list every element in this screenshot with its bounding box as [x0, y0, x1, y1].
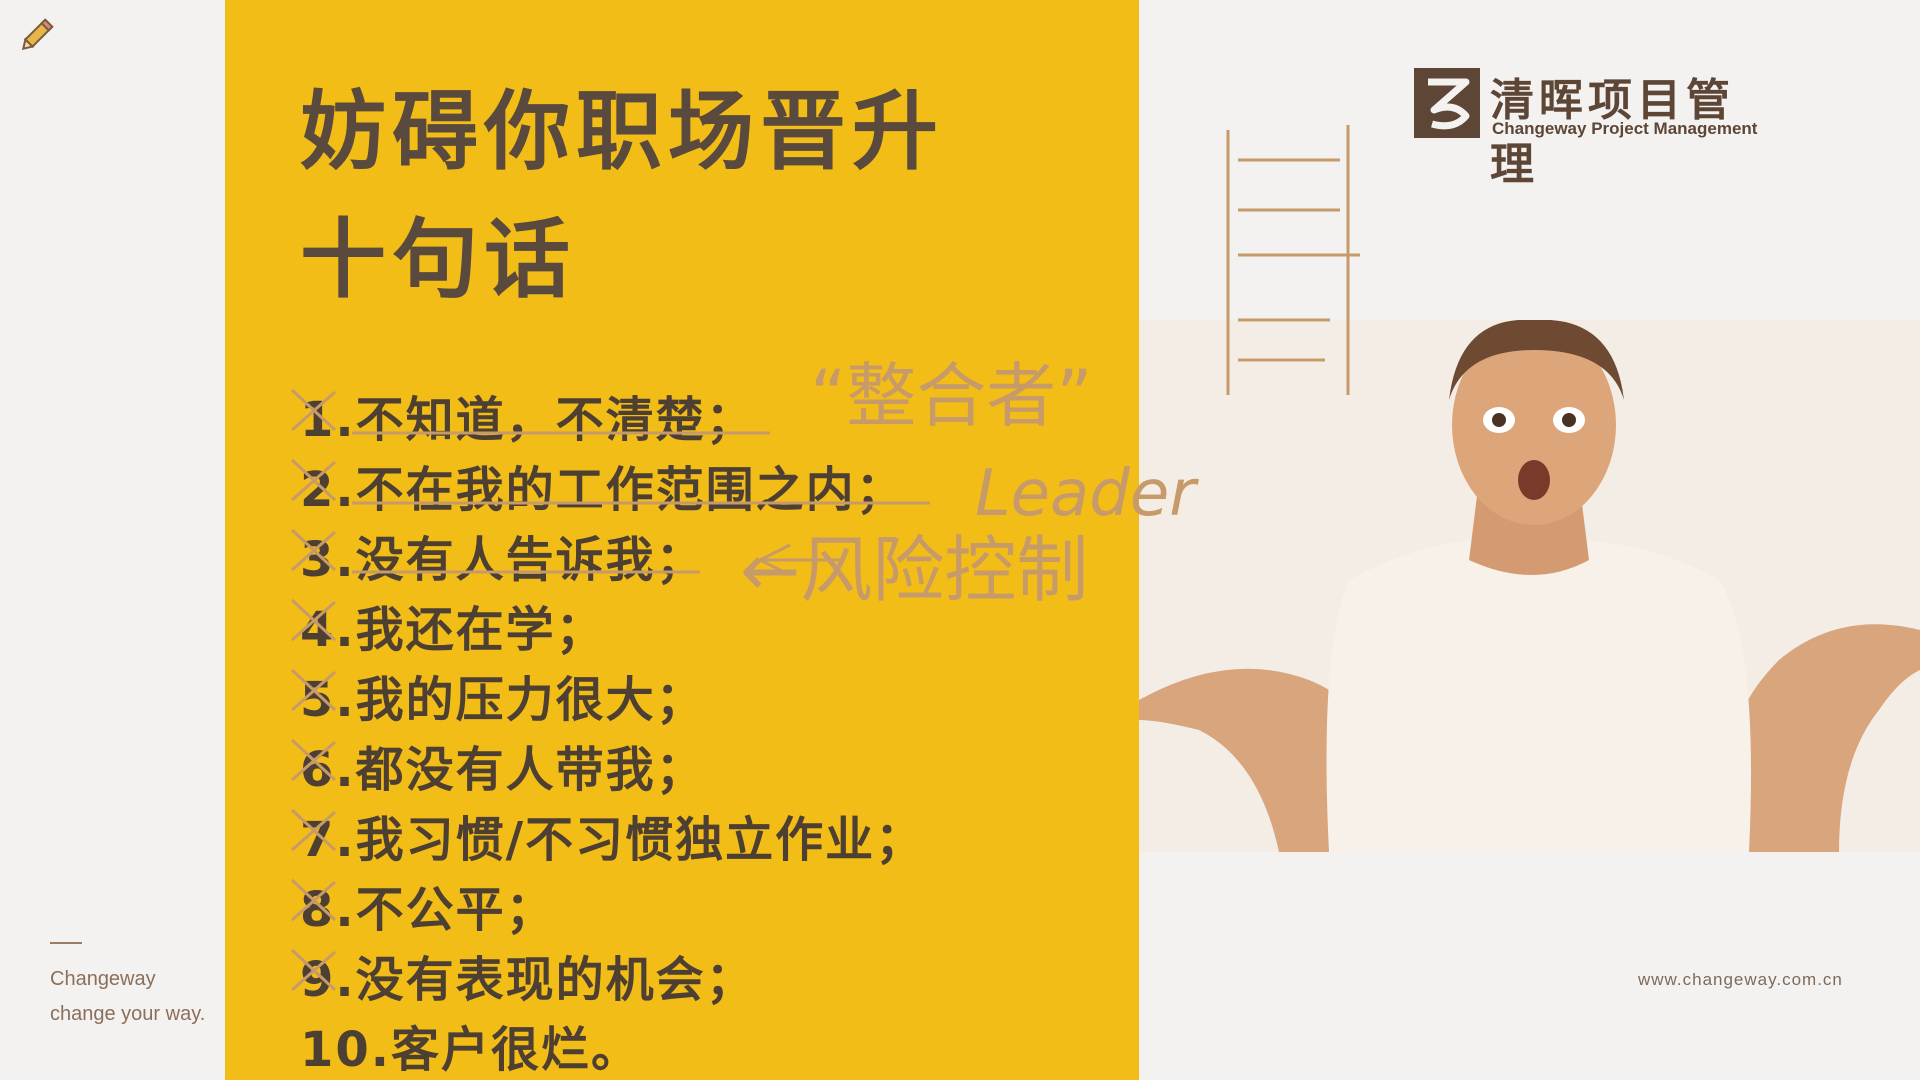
list-item: 6.都没有人带我； — [300, 742, 706, 798]
list-item: 2.不在我的工作范围之内； — [300, 462, 906, 518]
sidebar-divider — [50, 942, 82, 944]
list-item: 3.没有人告诉我； — [300, 532, 706, 588]
logo-name-en: Changeway Project Management — [1492, 119, 1758, 138]
sidebar-tagline: change your way. — [50, 1003, 206, 1025]
list-item: 1.不知道，不清楚； — [300, 392, 756, 448]
list-item: 10.客户很烂。 — [300, 1022, 642, 1078]
obstacle-list: 1.不知道，不清楚； 2.不在我的工作范围之内； 3.没有人告诉我； 4.我还在… — [300, 380, 925, 1080]
website-url: www.changeway.com.cn — [1638, 970, 1843, 989]
list-item: 9.没有表现的机会； — [300, 952, 756, 1008]
content-panel: 妨碍你职场晋升 十句话 1.不知道，不清楚； 2.不在我的工作范围之内； 3.没… — [225, 0, 1139, 1080]
surprised-person-photo — [1139, 320, 1920, 852]
sidebar-brand: Changeway — [50, 968, 156, 990]
company-logo: 清晖项目管理 Changeway Project Management — [1414, 64, 1764, 190]
changeway-logo-icon — [1414, 68, 1480, 138]
list-item: 8.不公平； — [300, 882, 556, 938]
list-item: 4.我还在学； — [300, 602, 606, 658]
logo-name-cn: 清晖项目管理 — [1490, 75, 1735, 190]
list-item: 7.我习惯/不习惯独立作业； — [300, 812, 926, 868]
list-item: 5.我的压力很大； — [300, 672, 706, 728]
title-line-1: 妨碍你职场晋升 — [300, 82, 944, 182]
pencil-icon[interactable] — [14, 14, 58, 58]
slide-title: 妨碍你职场晋升 十句话 — [300, 68, 1080, 324]
title-line-2: 十句话 — [300, 210, 576, 310]
